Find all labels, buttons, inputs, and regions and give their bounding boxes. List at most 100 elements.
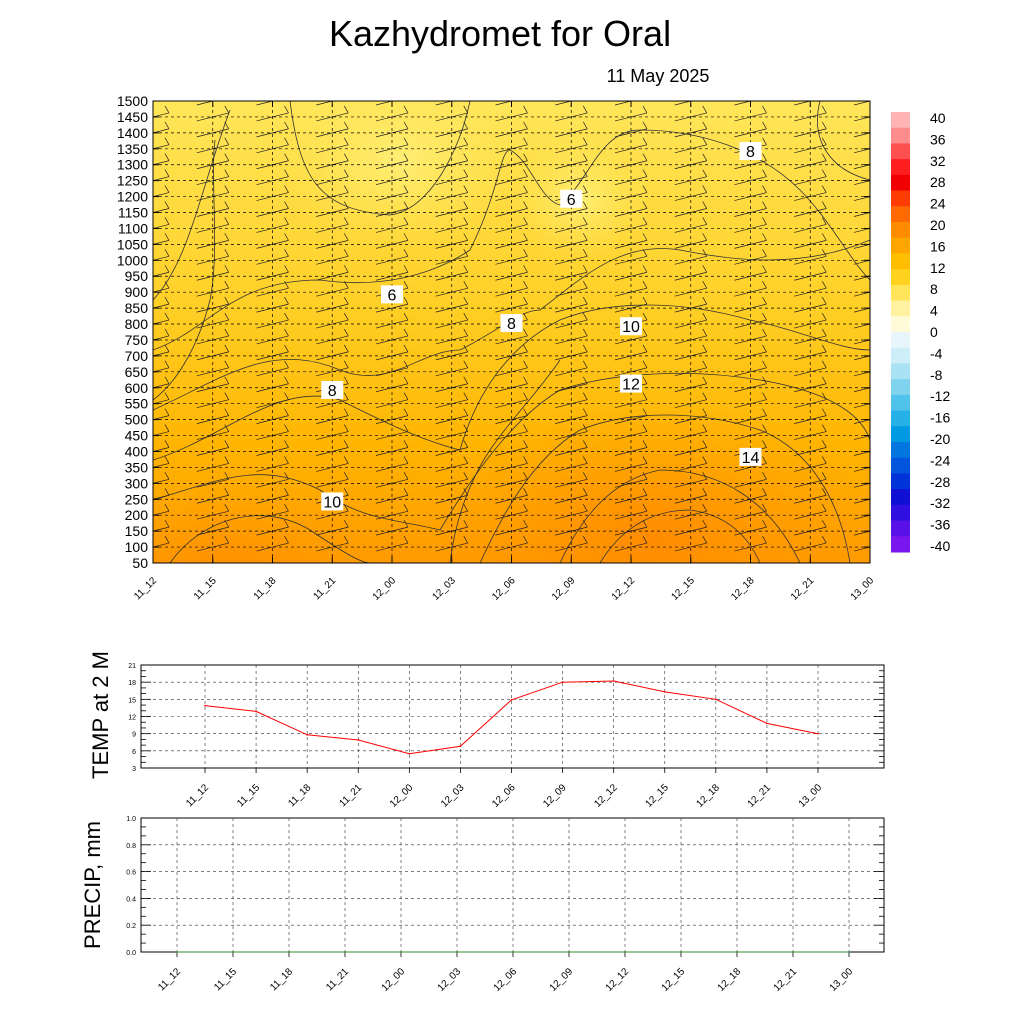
data-point [663, 690, 666, 693]
wind-barb-flag [224, 504, 230, 512]
y-tick-label: 350 [125, 459, 149, 475]
y-tick-label: 400 [125, 443, 149, 459]
wind-barb [153, 447, 170, 452]
x-tick-label: 13_00 [849, 575, 877, 603]
contour-line [153, 304, 870, 461]
wind-barb [153, 510, 170, 516]
wind-barb [256, 399, 289, 409]
wind-barb-flag [164, 296, 170, 305]
wind-barb-flag [224, 360, 230, 369]
wind-barb-flag [403, 472, 409, 480]
wind-barb-flag [642, 392, 648, 400]
y-tick-label: 15 [128, 697, 136, 704]
wind-barb-flag [284, 217, 289, 225]
wind-barb-flag [463, 169, 469, 177]
wind-barb-flag [882, 409, 886, 416]
wind-barb-flag [463, 233, 469, 241]
colorbar-label: 4 [930, 303, 938, 319]
wind-barb-flag [343, 217, 349, 225]
wind-barb-flag [164, 535, 170, 544]
contour-labels: 6 6 8 8 8 10 10 12 14 [321, 141, 762, 511]
wind-barb-flag [821, 392, 827, 400]
wind-barb-flag [702, 376, 708, 384]
wind-barb-flag [523, 169, 528, 177]
wind-barb-flag [523, 472, 528, 480]
wind-barb [153, 240, 170, 245]
wind-barb-flag [762, 201, 767, 209]
wind-barb [614, 399, 648, 409]
y-tick-label: 1250 [117, 173, 148, 189]
wind-barb-flag [523, 456, 528, 464]
wind-barb-flag [702, 472, 708, 480]
wind-barb [153, 415, 170, 420]
wind-barb-flag [463, 408, 469, 416]
wind-barb [435, 271, 468, 281]
wind-barb-flag [464, 90, 468, 97]
wind-barb-flag [642, 280, 648, 289]
y-tick-label: 0.0 [126, 950, 136, 957]
wind-barb-flag [762, 392, 767, 400]
wind-barb-flag [224, 440, 230, 448]
wind-barb [256, 128, 289, 138]
wind-barb [794, 494, 827, 504]
wind-barb-flag [463, 344, 469, 353]
wind-barb [734, 101, 752, 106]
data-point [568, 951, 570, 953]
wind-barb [153, 144, 170, 150]
contour-label: 8 [328, 383, 337, 400]
colorbar-label: -8 [930, 367, 943, 383]
wind-barb-flag [821, 328, 827, 337]
y-tick-label: 1050 [117, 236, 148, 252]
wind-barb-flag [523, 296, 528, 305]
wind-barb [794, 351, 827, 361]
contour-label: 14 [742, 450, 760, 467]
contour-line [169, 414, 851, 563]
wind-barb-flag [821, 217, 827, 225]
wind-barb-flag [284, 153, 289, 161]
wind-barb-flag [403, 360, 409, 369]
x-tick-label: 12_15 [669, 575, 697, 603]
wind-barb [674, 399, 707, 409]
wind-barb [196, 176, 229, 185]
wind-barb-flag [224, 296, 230, 305]
x-tick-label: 11_18 [252, 575, 279, 602]
wind-barb-flag [523, 376, 528, 384]
wind-barb-flag [224, 519, 230, 528]
wind-barb-flag [285, 90, 289, 97]
wind-barb [196, 319, 229, 329]
wind-barb-flag [164, 504, 170, 512]
data-point [232, 951, 234, 953]
wind-barb-flag [702, 201, 708, 209]
wind-barb [555, 542, 588, 552]
wind-barb-flag [642, 296, 648, 305]
colorbar-label: 24 [930, 196, 946, 212]
colorbar-label: -4 [930, 345, 943, 361]
colorbar-segment [891, 379, 910, 396]
wind-barb-flag [343, 360, 349, 369]
wind-barb [853, 275, 870, 281]
wind-barb [853, 514, 870, 520]
wind-barb-flag [284, 105, 289, 114]
wind-barb-flag [403, 312, 409, 321]
colorbar-segment [891, 504, 910, 522]
wind-barb-flag [702, 265, 708, 273]
wind-barb [495, 494, 528, 504]
wind-barb-flag [224, 408, 230, 416]
wind-barb [555, 224, 588, 233]
wind-barb-flag [702, 440, 708, 448]
wind-barb-flag [164, 488, 170, 496]
wind-barb [435, 176, 468, 185]
wind-barb [853, 530, 870, 536]
wind-barb [495, 367, 528, 377]
wind-barb-flag [702, 504, 708, 512]
x-tick-label: 11_21 [337, 782, 364, 809]
colorbar-label: 40 [930, 110, 946, 126]
wind-barb-flag [164, 185, 170, 193]
colorbar-segment [891, 457, 910, 474]
x-tick-label: 12_09 [541, 782, 569, 810]
wind-barb [674, 463, 707, 472]
x-tick-label: 12_00 [388, 782, 416, 810]
wind-barb-flag [762, 217, 767, 225]
wind-barb-flag [821, 440, 827, 448]
wind-barb [734, 128, 767, 138]
